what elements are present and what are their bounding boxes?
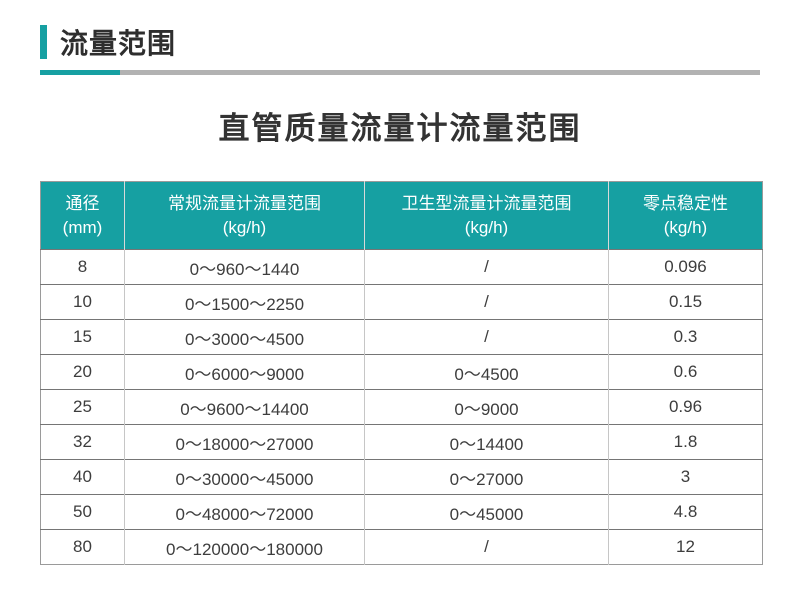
section-title: 流量范围 <box>60 28 177 59</box>
table-cell: / <box>364 284 609 320</box>
column-header-unit: (mm) <box>62 217 103 237</box>
table-cell: 80 <box>40 529 125 565</box>
table-row: 50 0～48000～72000 0～45000 4.8 <box>40 494 763 530</box>
divider-teal-segment <box>40 70 120 75</box>
table-row: 15 0～3000～4500/0.3 <box>40 319 763 355</box>
flow-range-table: 通径 (mm) 常规流量计流量范围 (kg/h) 卫生型流量计流量范围 (kg/h) 零点稳… <box>40 181 763 565</box>
table-cell: 15 <box>40 319 125 355</box>
table-cell: 0～18000～27000 <box>124 424 365 460</box>
table-cell: 4.8 <box>608 494 763 530</box>
table-cell: 0～960～1440 <box>124 249 365 285</box>
column-header: 常规流量计流量范围 (kg/h) <box>124 181 365 250</box>
table-cell: 0～48000～72000 <box>124 494 365 530</box>
column-header: 卫生型流量计流量范围 (kg/h) <box>364 181 609 250</box>
table-cell: 0.15 <box>608 284 763 320</box>
table-cell: 20 <box>40 354 125 390</box>
section-divider <box>40 70 760 75</box>
table-cell: 0～9000 <box>364 389 609 425</box>
table-body: 8 0～960～1440/0.096 10 0～1500～2250/0.15 15 0～3… <box>40 249 763 565</box>
table-cell: 0～27000 <box>364 459 609 495</box>
column-header: 零点稳定性 (kg/h) <box>608 181 763 250</box>
table-cell: 0～1500～2250 <box>124 284 365 320</box>
column-header-title: 常规流量计流量范围 <box>168 194 321 214</box>
table-cell: 0～45000 <box>364 494 609 530</box>
table-cell: 40 <box>40 459 125 495</box>
table-cell: / <box>364 249 609 285</box>
table-cell: 0～120000～180000 <box>124 529 365 565</box>
table-cell: 0～30000～45000 <box>124 459 365 495</box>
column-header-unit: (kg/h) <box>464 217 509 237</box>
table-cell: 10 <box>40 284 125 320</box>
table-cell: 0.096 <box>608 249 763 285</box>
table-row: 80 0～120000～180000/12 <box>40 529 763 565</box>
table-cell: / <box>364 319 609 355</box>
table-row: 8 0～960～1440/0.096 <box>40 249 763 285</box>
table-cell: 12 <box>608 529 763 565</box>
table-cell: 32 <box>40 424 125 460</box>
table-row: 25 0～9600～14400 0～9000 0.96 <box>40 389 763 425</box>
page-title: 直管质量流量计流量范围 <box>218 111 582 146</box>
table-row: 32 0～18000～27000 0～14400 1.8 <box>40 424 763 460</box>
table-cell: 0.3 <box>608 319 763 355</box>
table-header: 通径 (mm) 常规流量计流量范围 (kg/h) 卫生型流量计流量范围 (kg/h) 零点稳… <box>40 181 763 250</box>
column-header-title: 卫生型流量计流量范围 <box>401 194 572 214</box>
table-cell: 0～3000～4500 <box>124 319 365 355</box>
table-cell: 0.96 <box>608 389 763 425</box>
section-header: 流量范围 <box>40 22 176 62</box>
table-cell: 0～6000～9000 <box>124 354 365 390</box>
table-cell: 0.6 <box>608 354 763 390</box>
table-cell: 0～9600～14400 <box>124 389 365 425</box>
column-header-unit: (kg/h) <box>663 217 708 237</box>
table-cell: 50 <box>40 494 125 530</box>
table-cell: / <box>364 529 609 565</box>
table-cell: 25 <box>40 389 125 425</box>
table-cell: 8 <box>40 249 125 285</box>
column-header-unit: (kg/h) <box>222 217 267 237</box>
table-cell: 1.8 <box>608 424 763 460</box>
table-row: 20 0～6000～9000 0～4500 0.6 <box>40 354 763 390</box>
table-cell: 3 <box>608 459 763 495</box>
column-header-title: 零点稳定性 <box>643 194 728 214</box>
table-row: 40 0～30000～45000 0～27000 3 <box>40 459 763 495</box>
accent-bar <box>40 25 47 59</box>
table-cell: 0～4500 <box>364 354 609 390</box>
table-cell: 0～14400 <box>364 424 609 460</box>
table-header-row: 通径 (mm) 常规流量计流量范围 (kg/h) 卫生型流量计流量范围 (kg/h) 零点稳… <box>40 181 763 250</box>
table-row: 10 0～1500～2250/0.15 <box>40 284 763 320</box>
column-header: 通径 (mm) <box>40 181 125 250</box>
column-header-title: 通径 <box>65 194 100 214</box>
